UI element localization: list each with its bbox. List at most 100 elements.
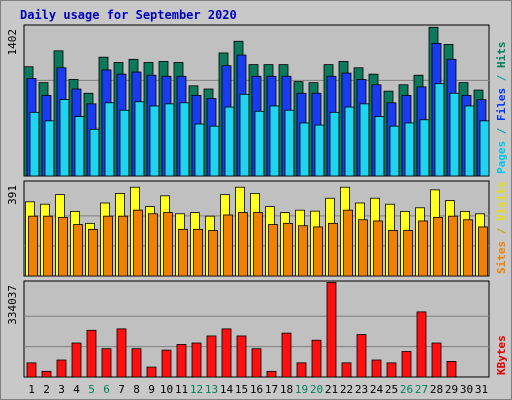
bar-kbytes-day-28 bbox=[431, 342, 442, 378]
bar-kbytes-day-18 bbox=[281, 332, 292, 378]
x-tick-label-day-16: 16 bbox=[250, 383, 263, 396]
bar-pages-day-27 bbox=[419, 119, 430, 177]
bar-pages-day-4 bbox=[74, 116, 85, 177]
bar-pages-day-12 bbox=[194, 123, 205, 177]
bar-sites-day-26 bbox=[403, 230, 413, 277]
bar-kbytes-day-26 bbox=[401, 351, 412, 378]
bar-pages-day-17 bbox=[269, 105, 280, 177]
bar-sites-day-7 bbox=[118, 215, 128, 277]
x-tick-label-day-10: 10 bbox=[160, 383, 173, 396]
x-tick-label-day-29: 29 bbox=[445, 383, 458, 396]
x-tick-label-day-13: 13 bbox=[205, 383, 218, 396]
series-legend: Pages / Files / Hits bbox=[495, 42, 508, 175]
x-tick-label-day-25: 25 bbox=[385, 383, 398, 396]
y-max-label: 334037 bbox=[6, 285, 19, 325]
x-tick-label-day-12: 12 bbox=[190, 383, 203, 396]
bar-pages-day-13 bbox=[209, 125, 220, 177]
bar-sites-day-9 bbox=[148, 213, 158, 277]
bar-sites-day-8 bbox=[133, 209, 143, 277]
x-tick-label-day-1: 1 bbox=[28, 383, 35, 396]
legend-entry: / bbox=[495, 121, 508, 141]
x-tick-label-day-4: 4 bbox=[73, 383, 80, 396]
legend-entry: KBytes bbox=[495, 335, 508, 375]
bar-pages-day-6 bbox=[104, 102, 115, 177]
bar-pages-day-29 bbox=[449, 92, 460, 177]
bar-kbytes-day-20 bbox=[311, 339, 322, 378]
bar-kbytes-day-23 bbox=[356, 334, 367, 378]
bar-pages-day-10 bbox=[164, 103, 175, 177]
x-tick-label-day-21: 21 bbox=[325, 383, 338, 396]
bar-kbytes-day-10 bbox=[161, 349, 172, 378]
bar-pages-day-21 bbox=[329, 111, 340, 177]
x-tick-label-day-7: 7 bbox=[118, 383, 125, 396]
bar-sites-day-30 bbox=[463, 219, 473, 277]
x-tick-label-day-17: 17 bbox=[265, 383, 278, 396]
x-tick-label-day-28: 28 bbox=[430, 383, 443, 396]
bar-kbytes-day-8 bbox=[131, 348, 142, 378]
panel-kbytes: 334037 KBytes bbox=[6, 280, 508, 378]
bar-pages-day-24 bbox=[374, 116, 385, 177]
bar-sites-day-25 bbox=[388, 230, 398, 277]
bar-pages-day-3 bbox=[59, 99, 70, 177]
bar-kbytes-day-12 bbox=[191, 342, 202, 378]
bar-kbytes-day-24 bbox=[371, 359, 382, 378]
x-tick-label-day-30: 30 bbox=[460, 383, 473, 396]
bar-sites-day-15 bbox=[238, 212, 248, 277]
bar-pages-day-18 bbox=[284, 109, 295, 177]
y-max-label: 1402 bbox=[6, 29, 19, 56]
bar-sites-day-11 bbox=[178, 228, 188, 277]
bar-sites-day-16 bbox=[253, 212, 263, 277]
x-tick-label-day-2: 2 bbox=[43, 383, 50, 396]
bar-pages-day-28 bbox=[434, 83, 445, 177]
panel-visits-sites: 391 Sites / Visits bbox=[6, 180, 508, 277]
bar-sites-day-31 bbox=[478, 226, 488, 277]
x-tick-label-day-14: 14 bbox=[220, 383, 234, 396]
x-tick-label-day-18: 18 bbox=[280, 383, 293, 396]
bar-pages-day-31 bbox=[479, 120, 490, 177]
bar-sites-day-20 bbox=[313, 226, 323, 277]
bar-kbytes-day-22 bbox=[341, 362, 352, 378]
bar-sites-day-13 bbox=[208, 230, 218, 277]
bar-pages-day-8 bbox=[134, 101, 145, 177]
x-tick-label-day-3: 3 bbox=[58, 383, 65, 396]
bar-pages-day-5 bbox=[89, 128, 100, 177]
bar-kbytes-day-25 bbox=[386, 362, 397, 378]
panel-hits-files-pages: 1402 Pages / Files / Hits bbox=[6, 24, 508, 177]
bar-kbytes-day-17 bbox=[266, 370, 277, 378]
bar-kbytes-day-27 bbox=[416, 311, 427, 378]
x-axis-labels: 1 2 3 4 5 6 7 8 9 10 11 12 13 14 15 16 17 18 19 20 21 22 23 24 2… bbox=[28, 383, 488, 396]
bar-pages-day-7 bbox=[119, 109, 130, 177]
bar-kbytes-day-1 bbox=[26, 362, 37, 378]
legend-entry: Sites bbox=[495, 241, 508, 274]
x-tick-label-day-23: 23 bbox=[355, 383, 368, 396]
bar-kbytes-day-3 bbox=[56, 359, 67, 378]
x-tick-label-day-31: 31 bbox=[475, 383, 488, 396]
legend-entry: / bbox=[495, 221, 508, 241]
bar-pages-day-30 bbox=[464, 105, 475, 177]
legend-entry: Hits bbox=[495, 42, 508, 69]
bar-pages-day-15 bbox=[239, 93, 250, 177]
bar-kbytes-day-14 bbox=[221, 328, 232, 378]
bar-sites-day-22 bbox=[343, 209, 353, 277]
series-legend: KBytes bbox=[495, 335, 508, 375]
bar-kbytes-day-13 bbox=[206, 335, 217, 378]
bar-sites-day-18 bbox=[283, 222, 293, 277]
x-tick-label-day-6: 6 bbox=[103, 383, 110, 396]
bar-sites-day-3 bbox=[58, 216, 68, 277]
bar-sites-day-6 bbox=[103, 215, 113, 277]
x-tick-label-day-27: 27 bbox=[415, 383, 428, 396]
bar-sites-day-21 bbox=[328, 222, 338, 277]
bar-kbytes-day-6 bbox=[101, 348, 112, 378]
bar-sites-day-2 bbox=[43, 215, 53, 277]
bar-sites-day-5 bbox=[88, 228, 98, 277]
bar-kbytes-day-2 bbox=[41, 370, 52, 378]
x-tick-label-day-11: 11 bbox=[175, 383, 188, 396]
bar-kbytes-day-7 bbox=[116, 328, 127, 378]
bar-pages-day-1 bbox=[29, 111, 40, 177]
x-tick-label-day-15: 15 bbox=[235, 383, 248, 396]
x-tick-label-day-5: 5 bbox=[88, 383, 95, 396]
bar-pages-day-16 bbox=[254, 110, 265, 177]
x-tick-label-day-26: 26 bbox=[400, 383, 413, 396]
x-tick-label-day-20: 20 bbox=[310, 383, 323, 396]
